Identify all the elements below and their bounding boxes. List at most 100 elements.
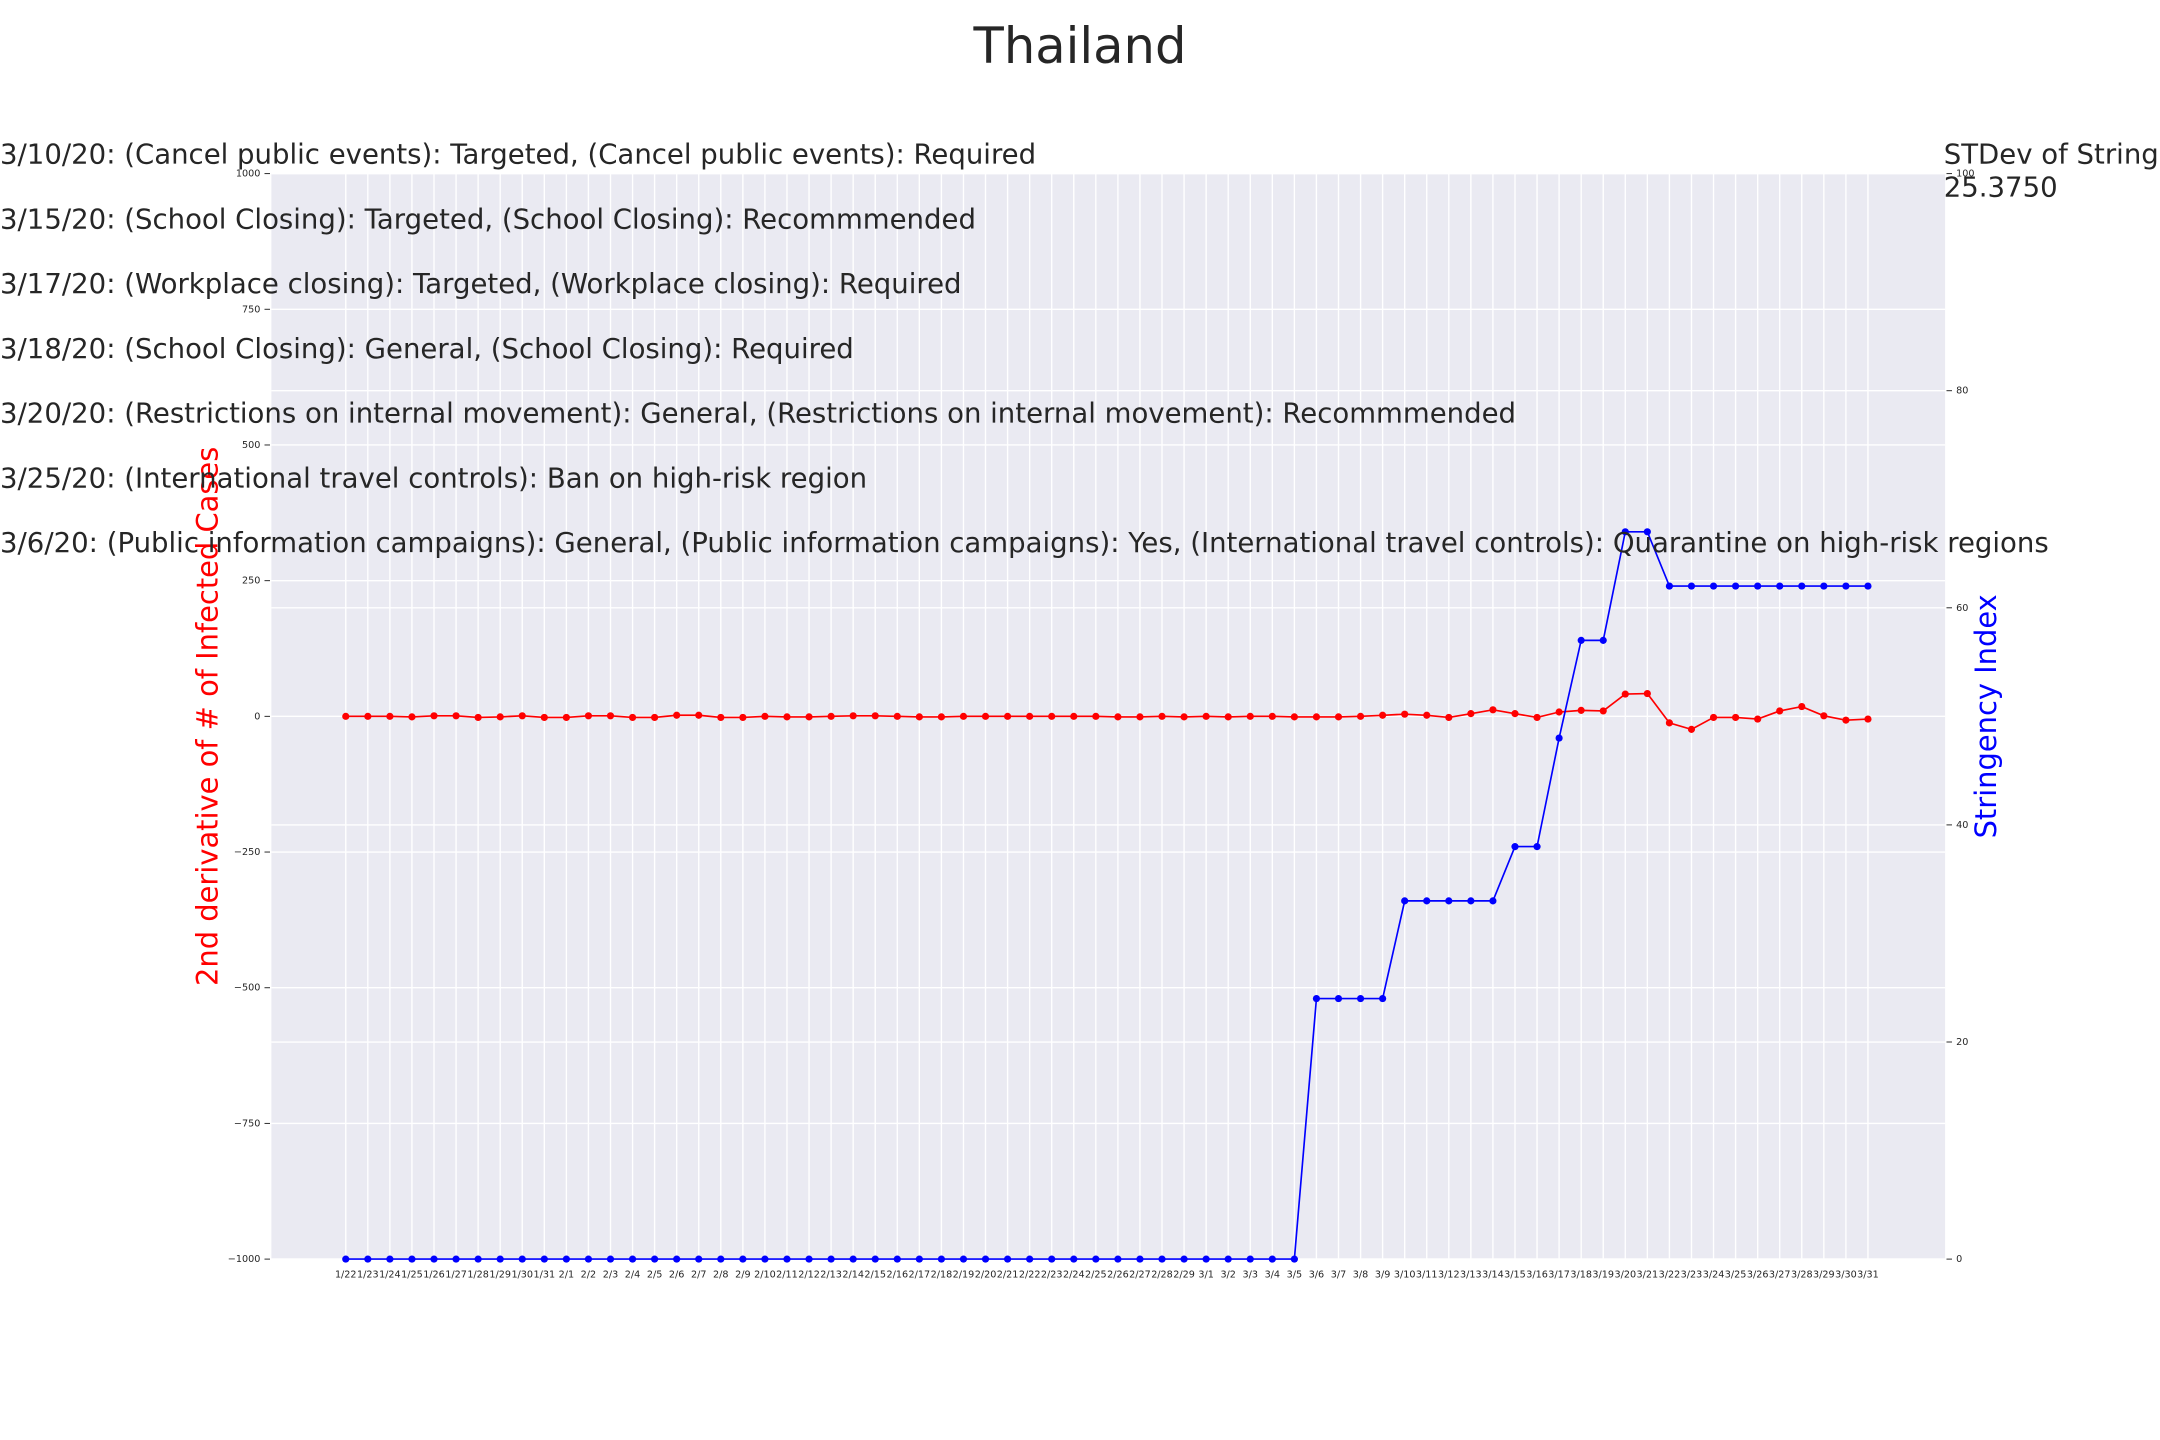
data-point	[893, 1255, 901, 1263]
data-point	[408, 1255, 416, 1263]
data-point	[1489, 706, 1497, 714]
data-point	[1423, 897, 1431, 905]
data-point	[1026, 1255, 1034, 1263]
data-point	[1401, 897, 1409, 905]
x-tick-label: 1/29	[489, 1269, 511, 1280]
data-point	[1798, 582, 1806, 590]
data-point	[761, 1255, 769, 1263]
y2-tick-label: 60	[1956, 603, 1968, 614]
x-tick-label: 2/17	[909, 1269, 931, 1280]
y-tick-label: −1000	[228, 1254, 261, 1265]
data-point	[342, 1255, 350, 1263]
x-tick-label: 3/2	[1220, 1269, 1236, 1280]
x-tick-label: 3/25	[1725, 1269, 1747, 1280]
data-point	[1643, 528, 1651, 536]
x-tick-label: 3/27	[1769, 1269, 1791, 1280]
x-tick-label: 2/2	[581, 1269, 597, 1280]
data-point	[1842, 716, 1850, 724]
x-tick-label: 2/6	[669, 1269, 685, 1280]
x-tick-label: 2/15	[864, 1269, 886, 1280]
data-point	[628, 1255, 637, 1263]
x-tick-label: 3/15	[1504, 1269, 1526, 1280]
data-point	[1334, 995, 1343, 1003]
data-point	[606, 712, 615, 720]
data-point	[1820, 712, 1828, 720]
y2-tick-label: 100	[1956, 169, 1974, 180]
data-point	[849, 712, 857, 720]
data-point	[1467, 710, 1475, 718]
data-point	[518, 1255, 526, 1263]
x-tick-label: 2/22	[1019, 1269, 1041, 1280]
data-point	[1732, 713, 1740, 722]
data-point	[1533, 713, 1541, 722]
data-point	[452, 712, 460, 720]
data-point	[1401, 710, 1409, 718]
y2-tick-label: 80	[1956, 386, 1968, 397]
y-tick-label: 750	[242, 304, 260, 315]
data-point	[1379, 995, 1387, 1003]
data-point	[1092, 712, 1100, 720]
y2-axis-label: Stringency Index	[1969, 594, 2003, 838]
data-point	[959, 712, 968, 720]
data-point	[1004, 1255, 1012, 1263]
data-point	[827, 712, 835, 720]
data-point	[1114, 713, 1122, 721]
x-tick-label: 2/23	[1041, 1269, 1063, 1280]
data-point	[1290, 1255, 1298, 1263]
x-tick-label: 1/26	[423, 1269, 445, 1280]
data-point	[651, 713, 659, 722]
data-point	[628, 713, 637, 722]
data-point	[518, 712, 526, 720]
annotation: 3/17/20: (Workplace closing): Targeted, …	[0, 268, 962, 300]
data-point	[1776, 707, 1784, 715]
data-point	[1776, 582, 1784, 590]
data-point	[1665, 719, 1673, 727]
data-point	[1599, 636, 1607, 644]
data-point	[1732, 582, 1740, 590]
y-tick-label: 250	[242, 576, 260, 587]
data-point	[1379, 711, 1387, 719]
x-tick-label: 3/24	[1703, 1269, 1725, 1280]
x-tick-label: 1/28	[467, 1269, 489, 1280]
x-tick-label: 2/19	[953, 1269, 975, 1280]
data-point	[717, 1255, 725, 1263]
data-point	[1026, 712, 1034, 720]
y-tick-label: −250	[234, 847, 260, 858]
data-point	[1202, 712, 1210, 720]
data-point	[562, 1255, 570, 1263]
x-tick-label: 1/31	[533, 1269, 555, 1280]
x-tick-label: 1/27	[445, 1269, 467, 1280]
x-tick-label: 2/24	[1063, 1269, 1085, 1280]
data-point	[540, 713, 548, 722]
data-point	[1665, 582, 1673, 590]
data-point	[1158, 1255, 1166, 1263]
data-point	[893, 712, 901, 720]
series-line	[345, 692, 1868, 731]
data-point	[364, 712, 372, 720]
data-point	[1709, 713, 1718, 722]
data-point	[959, 1255, 968, 1263]
data-point	[849, 1255, 857, 1263]
data-point	[1577, 636, 1585, 644]
x-tick-label: 3/13	[1460, 1269, 1482, 1280]
data-point	[871, 712, 879, 720]
data-point	[783, 713, 791, 721]
data-point	[1312, 713, 1321, 721]
x-tick-label: 3/8	[1353, 1269, 1369, 1280]
x-tick-label: 3/10	[1394, 1269, 1416, 1280]
annotation: 3/25/20: (International travel controls)…	[0, 462, 867, 494]
y-tick-label: 1000	[236, 169, 261, 180]
data-point	[584, 712, 593, 720]
x-tick-label: 2/4	[625, 1269, 641, 1280]
data-point	[739, 1255, 747, 1263]
data-point	[871, 1255, 879, 1263]
data-point	[1180, 713, 1188, 721]
data-point	[1334, 713, 1343, 721]
data-point	[1643, 689, 1651, 698]
data-point	[1687, 725, 1696, 733]
data-point	[1599, 707, 1607, 715]
data-point	[651, 1255, 659, 1263]
data-point	[1158, 712, 1166, 720]
x-tick-label: 2/21	[997, 1269, 1019, 1280]
